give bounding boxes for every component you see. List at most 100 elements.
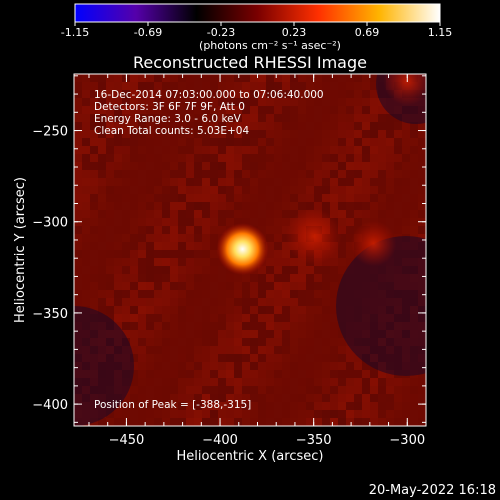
heatmap-cell <box>322 410 330 418</box>
heatmap-cell <box>218 98 226 106</box>
heatmap-cell <box>290 106 298 114</box>
heatmap-cell <box>114 162 122 170</box>
heatmap-cell <box>202 242 210 250</box>
heatmap-cell <box>322 178 330 186</box>
heatmap-cell <box>314 306 322 314</box>
heatmap-cell <box>274 362 282 370</box>
heatmap-cell <box>202 154 210 162</box>
heatmap-cell <box>250 106 258 114</box>
heatmap-cell <box>386 170 394 178</box>
heatmap-cell <box>186 242 194 250</box>
heatmap-cell <box>266 186 274 194</box>
heatmap-cell <box>226 338 234 346</box>
heatmap-cell <box>82 282 90 290</box>
annotation-time: 16-Dec-2014 07:03:00.000 to 07:06:40.000 <box>94 89 324 101</box>
heatmap-cell <box>74 274 82 282</box>
heatmap-cell <box>258 186 266 194</box>
heatmap-cell <box>170 154 178 162</box>
heatmap-cell <box>98 74 106 82</box>
heatmap-cell <box>194 274 202 282</box>
heatmap-cell <box>274 258 282 266</box>
heatmap-cell <box>330 202 338 210</box>
heatmap-cell <box>130 186 138 194</box>
heatmap-cell <box>378 130 386 138</box>
heatmap-cell <box>218 346 226 354</box>
heatmap-cell <box>370 210 378 218</box>
heatmap-cell <box>298 266 306 274</box>
heatmap-cell <box>282 194 290 202</box>
heatmap-cell <box>98 274 106 282</box>
heatmap-cell <box>298 122 306 130</box>
heatmap-cell <box>170 274 178 282</box>
heatmap-cell <box>322 122 330 130</box>
heatmap-cell <box>354 138 362 146</box>
heatmap-cell <box>306 290 314 298</box>
heatmap-cell <box>338 226 346 234</box>
heatmap-cell <box>250 274 258 282</box>
heatmap-cell <box>170 210 178 218</box>
heatmap-cell <box>282 306 290 314</box>
heatmap-cell <box>282 202 290 210</box>
heatmap-cell <box>162 282 170 290</box>
heatmap-cell <box>354 210 362 218</box>
heatmap-cell <box>394 210 402 218</box>
heatmap-cell <box>354 418 362 426</box>
heatmap-cell <box>394 194 402 202</box>
heatmap-cell <box>370 170 378 178</box>
heatmap-cell <box>194 298 202 306</box>
heatmap-cell <box>122 274 130 282</box>
heatmap-cell <box>386 130 394 138</box>
heatmap-cell <box>170 418 178 426</box>
heatmap-cell <box>146 378 154 386</box>
heatmap-cell <box>194 242 202 250</box>
heatmap-cell <box>274 130 282 138</box>
heatmap-cell <box>82 194 90 202</box>
heatmap-cell <box>346 146 354 154</box>
heatmap-cell <box>186 162 194 170</box>
heatmap-cell <box>194 314 202 322</box>
heatmap-cell <box>218 354 226 362</box>
heatmap-cell <box>218 322 226 330</box>
heatmap-cell <box>210 338 218 346</box>
heatmap-cell <box>410 178 418 186</box>
heatmap-cell <box>170 394 178 402</box>
heatmap-cell <box>250 138 258 146</box>
heatmap-cell <box>218 138 226 146</box>
heatmap-cell <box>330 378 338 386</box>
heatmap-cell <box>210 194 218 202</box>
heatmap-cell <box>330 402 338 410</box>
heatmap-cell <box>186 74 194 82</box>
heatmap-cell <box>82 202 90 210</box>
heatmap-cell <box>338 250 346 258</box>
heatmap-cell <box>226 218 234 226</box>
heatmap-cell <box>386 418 394 426</box>
heatmap-cell <box>82 266 90 274</box>
heatmap-cell <box>226 178 234 186</box>
heatmap-cell <box>226 306 234 314</box>
heatmap-cell <box>218 170 226 178</box>
heatmap-cell <box>154 322 162 330</box>
heatmap-cell <box>162 354 170 362</box>
heatmap-cell <box>74 162 82 170</box>
heatmap-cell <box>178 218 186 226</box>
heatmap-cell <box>170 234 178 242</box>
heatmap-cell <box>122 170 130 178</box>
heatmap-cell <box>370 90 378 98</box>
heatmap-cell <box>330 330 338 338</box>
heatmap-cell <box>210 138 218 146</box>
heatmap-cell <box>346 194 354 202</box>
heatmap-cell <box>154 146 162 154</box>
heatmap-cell <box>258 298 266 306</box>
heatmap-cell <box>186 138 194 146</box>
heatmap-cell <box>226 418 234 426</box>
heatmap-cell <box>146 194 154 202</box>
heatmap-cell <box>378 386 386 394</box>
heatmap-cell <box>114 218 122 226</box>
heatmap-cell <box>194 370 202 378</box>
heatmap-cell <box>378 418 386 426</box>
heatmap-cell <box>146 258 154 266</box>
heatmap-cell <box>298 194 306 202</box>
heatmap-cell <box>274 418 282 426</box>
heatmap-cell <box>202 170 210 178</box>
heatmap-cell <box>226 322 234 330</box>
